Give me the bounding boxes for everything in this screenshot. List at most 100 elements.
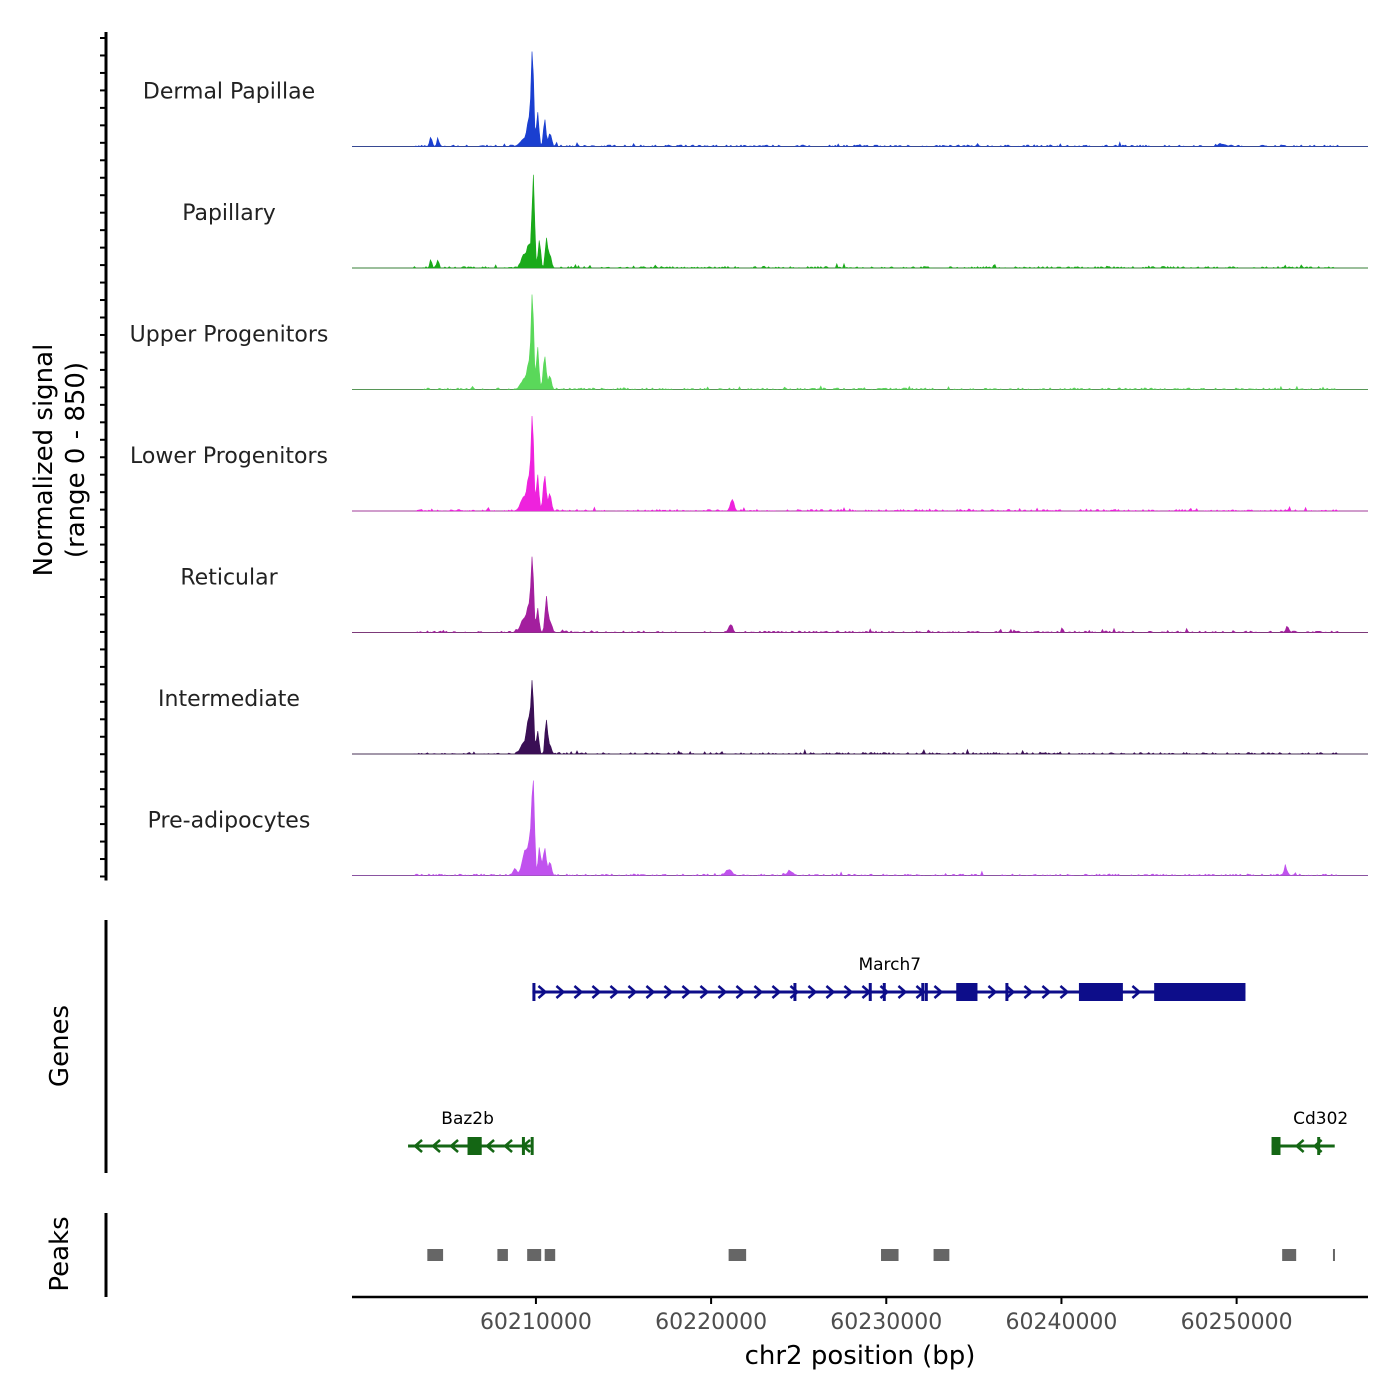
strand-arrow xyxy=(1005,985,1016,999)
peak-region xyxy=(1282,1249,1297,1261)
strand-arrow xyxy=(449,1139,459,1153)
coverage-y-label-line1: Normalized signal xyxy=(29,344,59,577)
peak-region xyxy=(933,1249,950,1261)
strand-arrow xyxy=(555,985,566,999)
strand-arrow xyxy=(1294,1139,1305,1153)
x-tick-label: 60250000 xyxy=(1181,1310,1293,1335)
strand-arrow xyxy=(681,985,692,999)
strand-arrow xyxy=(789,985,800,999)
exon xyxy=(793,983,797,1001)
gene-track: March7 Baz2b Cd302 xyxy=(408,955,1348,1155)
strand-arrow xyxy=(573,985,584,999)
strand-arrow xyxy=(933,985,944,999)
coverage-y-label-line2: (range 0 - 850) xyxy=(61,362,91,558)
track-label: Intermediate xyxy=(158,687,300,712)
coverage-tracks: Dermal Papillae Papillary Upper Progenitor… xyxy=(130,51,1368,876)
gene-label: March7 xyxy=(858,955,921,975)
gene-model: Cd302 xyxy=(1271,1109,1348,1155)
strand-arrow xyxy=(413,1139,423,1153)
x-tick-label: 60240000 xyxy=(1005,1310,1117,1335)
exon xyxy=(530,1137,534,1155)
x-tick-label: 60220000 xyxy=(655,1310,767,1335)
cds-block xyxy=(467,1137,482,1155)
exon xyxy=(868,983,872,1001)
gene-model: March7 xyxy=(532,955,1246,1001)
cds-block xyxy=(1271,1137,1281,1155)
peak-region xyxy=(1332,1249,1335,1261)
strand-arrow xyxy=(609,985,620,999)
peak-region xyxy=(728,1249,747,1261)
strand-arrow xyxy=(645,985,656,999)
peak-track xyxy=(427,1249,1335,1261)
exon xyxy=(924,983,928,1001)
cds-block xyxy=(956,983,978,1001)
track-label: Lower Progenitors xyxy=(130,444,328,469)
gene-label: Baz2b xyxy=(441,1109,494,1129)
gene-label: Cd302 xyxy=(1293,1109,1348,1129)
strand-arrow xyxy=(753,985,764,999)
strand-arrow xyxy=(879,985,890,999)
strand-arrow xyxy=(825,985,836,999)
strand-arrow xyxy=(897,985,908,999)
strand-arrow xyxy=(1041,985,1052,999)
gene-model: Baz2b xyxy=(408,1109,534,1155)
x-axis-label: chr2 position (bp) xyxy=(745,1341,976,1371)
coverage-area xyxy=(352,51,1368,148)
peak-region xyxy=(544,1249,556,1261)
strand-arrow xyxy=(771,985,782,999)
coverage-area xyxy=(352,780,1368,876)
peak-region xyxy=(881,1249,899,1261)
coverage-y-axis xyxy=(100,32,108,881)
coverage-track: Lower Progenitors xyxy=(130,415,1368,512)
coverage-track: Upper Progenitors xyxy=(130,294,1368,391)
track-label: Dermal Papillae xyxy=(143,80,315,105)
x-axis: 60210000 60220000 60230000 60240000 60250000 xyxy=(480,1297,1293,1335)
coverage-area xyxy=(352,294,1368,391)
coverage-area xyxy=(352,415,1368,512)
genes-label: Genes xyxy=(45,1005,75,1087)
track-label: Pre-adipocytes xyxy=(148,809,311,834)
coverage-track: Papillary xyxy=(182,174,1368,269)
coverage-area xyxy=(352,680,1368,755)
exon xyxy=(521,1137,525,1155)
track-label: Upper Progenitors xyxy=(130,323,329,348)
peak-region xyxy=(527,1249,542,1261)
x-tick-label: 60230000 xyxy=(830,1310,942,1335)
coverage-track: Intermediate xyxy=(158,680,1368,755)
strand-arrow xyxy=(485,1139,495,1153)
exon xyxy=(1317,1137,1321,1155)
strand-arrow xyxy=(807,985,818,999)
strand-arrow xyxy=(537,985,548,999)
strand-arrow xyxy=(1131,985,1142,999)
cds-block xyxy=(1154,983,1246,1001)
coverage-track: Pre-adipocytes xyxy=(148,780,1368,876)
peak-region xyxy=(427,1249,444,1261)
strand-arrow xyxy=(735,985,746,999)
strand-arrow xyxy=(591,985,602,999)
strand-arrow xyxy=(503,1139,513,1153)
peaks-label: Peaks xyxy=(45,1216,75,1291)
exon xyxy=(1005,983,1009,1001)
strand-arrow xyxy=(1059,985,1070,999)
strand-arrow xyxy=(1023,985,1034,999)
track-label: Reticular xyxy=(180,566,278,591)
strand-arrow xyxy=(431,1139,441,1153)
exon xyxy=(882,983,886,1001)
coverage-area xyxy=(352,174,1368,269)
coverage-track: Dermal Papillae xyxy=(143,51,1368,148)
track-label: Papillary xyxy=(182,201,276,226)
x-tick-label: 60210000 xyxy=(480,1310,592,1335)
exon xyxy=(532,983,536,1001)
strand-arrow xyxy=(663,985,674,999)
strand-arrow xyxy=(843,985,854,999)
strand-arrow xyxy=(627,985,638,999)
strand-arrow xyxy=(987,985,998,999)
coverage-area xyxy=(352,556,1368,634)
cds-block xyxy=(1078,983,1123,1001)
exon xyxy=(921,983,925,1001)
peak-region xyxy=(497,1249,508,1261)
strand-arrow xyxy=(699,985,710,999)
strand-arrow xyxy=(717,985,728,999)
coverage-track: Reticular xyxy=(180,556,1368,634)
